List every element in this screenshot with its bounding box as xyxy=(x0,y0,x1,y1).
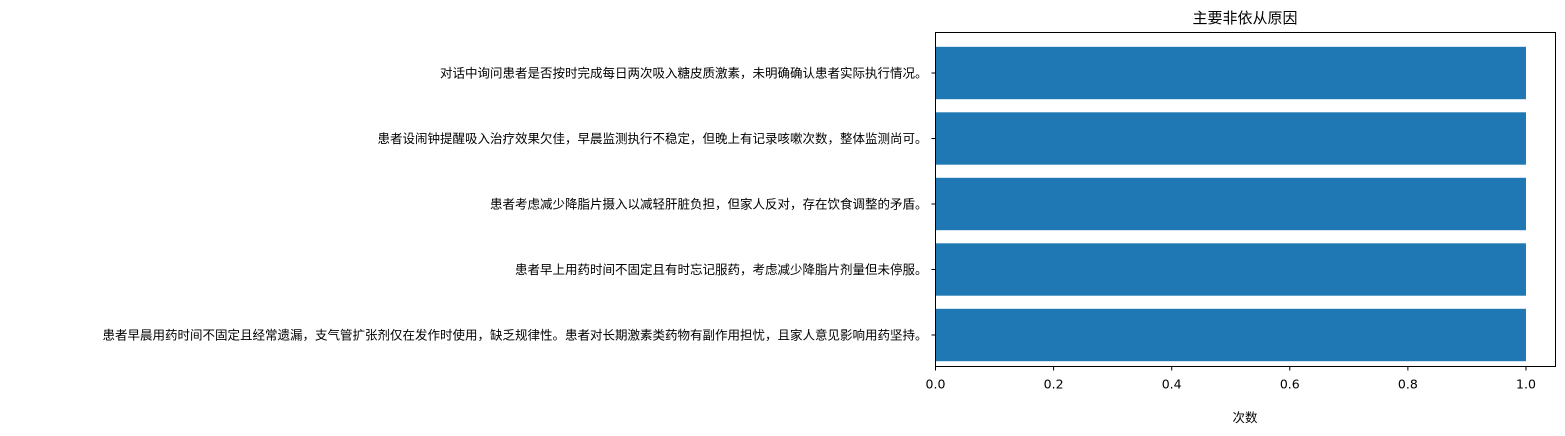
chart-title: 主要非依从原因 xyxy=(1192,9,1297,27)
x-tick-label-6: 1.0 xyxy=(1516,377,1536,392)
x-axis-label: 次数 xyxy=(1232,410,1258,425)
category-label-4: 患者早上用药时间不固定且有时忘记服药，考虑减少降脂片剂量但未停服。 xyxy=(515,262,928,277)
bars-group xyxy=(935,46,1526,362)
x-tick-label-1: 0.0 xyxy=(926,377,946,392)
category-label-2: 患者设闹钟提醒吸入治疗效果欠佳，早晨监测执行不稳定，但晚上有记录咳嗽次数，整体监… xyxy=(377,131,927,146)
category-label-3: 患者考虑减少降脂片摄入以减轻肝脏负担，但家人反对，存在饮食调整的矛盾。 xyxy=(490,197,928,212)
bar-4 xyxy=(935,243,1526,296)
category-label-1: 对话中询问患者是否按时完成每日两次吸入糖皮质激素，未明确确认患者实际执行情况。 xyxy=(440,66,928,81)
x-tick-label-2: 0.2 xyxy=(1044,377,1064,392)
bar-1 xyxy=(935,46,1526,100)
bar-3 xyxy=(935,177,1526,231)
x-axis: 0.0 0.2 0.4 0.6 0.8 1.0 xyxy=(926,366,1536,392)
x-tick-label-3: 0.4 xyxy=(1162,377,1182,392)
bar-5 xyxy=(935,308,1526,362)
x-tick-label-5: 0.8 xyxy=(1398,377,1418,392)
bar-2 xyxy=(935,112,1526,165)
x-tick-label-4: 0.6 xyxy=(1280,377,1300,392)
category-labels-group: 对话中询问患者是否按时完成每日两次吸入糖皮质激素，未明确确认患者实际执行情况。患… xyxy=(102,66,936,343)
plot-frame xyxy=(935,32,1556,367)
category-label-5: 患者早晨用药时间不固定且经常遗漏，支气管扩张剂仅在发作时使用，缺乏规律性。患者对… xyxy=(102,328,927,343)
